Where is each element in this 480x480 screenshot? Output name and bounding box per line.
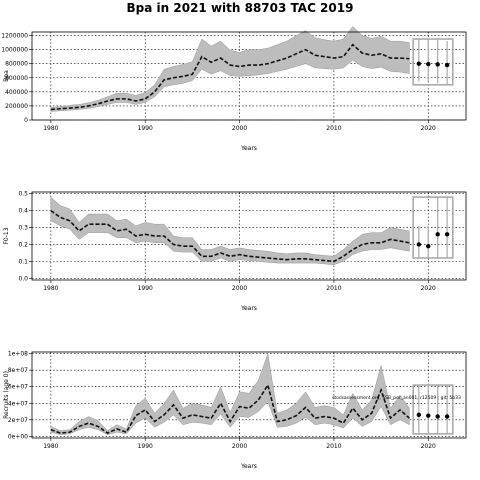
projection-point <box>435 232 440 237</box>
projection-point <box>444 62 450 68</box>
y-tick-label: 800000 <box>5 61 28 68</box>
plot-frame <box>31 31 467 121</box>
y-tick-label: 6e+07 <box>8 384 28 391</box>
median-line <box>50 383 410 434</box>
x-tick-label: 2020 <box>421 285 436 292</box>
y-tick-label: 0 <box>24 117 28 124</box>
projection-point <box>426 243 431 249</box>
biomass-panel: 1980 1990 2000 2010 2020 0 200000 400000 600000 8… <box>1 26 467 152</box>
projection-point <box>426 413 431 418</box>
y-tick-label: 0e+00 <box>8 433 28 440</box>
y-tick-label: 0.3 <box>18 225 28 232</box>
x-tick-label: 2000 <box>232 125 247 132</box>
projection-point <box>435 62 440 67</box>
x-tick-label: 1980 <box>43 443 58 450</box>
confidence-band <box>50 26 410 112</box>
confidence-band <box>50 196 410 265</box>
projection-point <box>416 61 422 66</box>
y-tick-label: 1200000 <box>1 33 28 40</box>
projection-point <box>435 414 440 419</box>
y-tick-label: 0.4 <box>18 208 28 215</box>
median-line <box>50 43 410 111</box>
y-tick-label: 0.2 <box>18 241 28 248</box>
figure-title: Bpa in 2021 with 88703 TAC 2019 <box>127 1 354 15</box>
y-tick-label: 0.5 <box>18 191 28 198</box>
projection-interval-box <box>412 38 454 86</box>
y-tick-label: 0.1 <box>18 258 28 265</box>
y-tick-label: 400000 <box>5 89 28 96</box>
x-tick-label: 1990 <box>138 443 153 450</box>
y-tick-label: 0.0 <box>18 275 28 282</box>
projection-point <box>416 412 422 418</box>
x-tick-label: 1990 <box>138 125 153 132</box>
y-tick-label: 200000 <box>5 103 28 110</box>
projection-interval-box <box>412 196 454 259</box>
projection-point <box>444 414 450 419</box>
y-tick-label: 600000 <box>5 75 28 82</box>
plot-frame <box>31 351 467 439</box>
y-axis-label: Recruits (age 0) <box>3 371 10 419</box>
plot-frame <box>31 191 467 281</box>
y-axis-label: F0-13 <box>3 227 10 244</box>
x-axis-label: Years <box>240 463 257 470</box>
x-tick-label: 1980 <box>43 125 58 132</box>
x-tick-label: 2000 <box>232 443 247 450</box>
projection-point <box>416 242 422 247</box>
fishing-mortality-panel: 1980 1990 2000 2010 2020 0.0 0.1 0.2 0.3 0.4 0.5 Ye… <box>3 191 467 312</box>
y-tick-label: 8e+07 <box>8 367 28 374</box>
x-axis-label: Years <box>240 305 257 312</box>
x-tick-label: 1990 <box>138 285 153 292</box>
x-tick-label: 2010 <box>326 285 341 292</box>
x-tick-label: 2020 <box>421 125 436 132</box>
median-line <box>50 209 410 263</box>
y-tick-label: 1e+08 <box>8 351 28 358</box>
y-axis-label: Bpa <box>3 70 10 82</box>
x-tick-label: 2020 <box>421 443 436 450</box>
x-tick-label: 1980 <box>43 285 58 292</box>
x-axis-label: Years <box>240 145 257 152</box>
x-tick-label: 2010 <box>326 443 341 450</box>
projection-point <box>426 61 431 67</box>
x-tick-label: 2000 <box>232 285 247 292</box>
confidence-band <box>50 353 410 435</box>
y-tick-label: 4e+07 <box>8 400 28 407</box>
stock-assessment-annotation: stockassessment.org, SSB_per_an001, r125… <box>332 395 461 401</box>
projection-interval-box <box>412 384 454 435</box>
projection-point <box>444 232 450 237</box>
y-tick-label: 2e+07 <box>8 417 28 424</box>
x-tick-label: 2010 <box>326 125 341 132</box>
y-tick-label: 1000000 <box>1 47 28 54</box>
recruitment-panel: 1980 1990 2000 2010 2020 0e+00 2e+07 4e+07 6e+07… <box>3 351 467 470</box>
